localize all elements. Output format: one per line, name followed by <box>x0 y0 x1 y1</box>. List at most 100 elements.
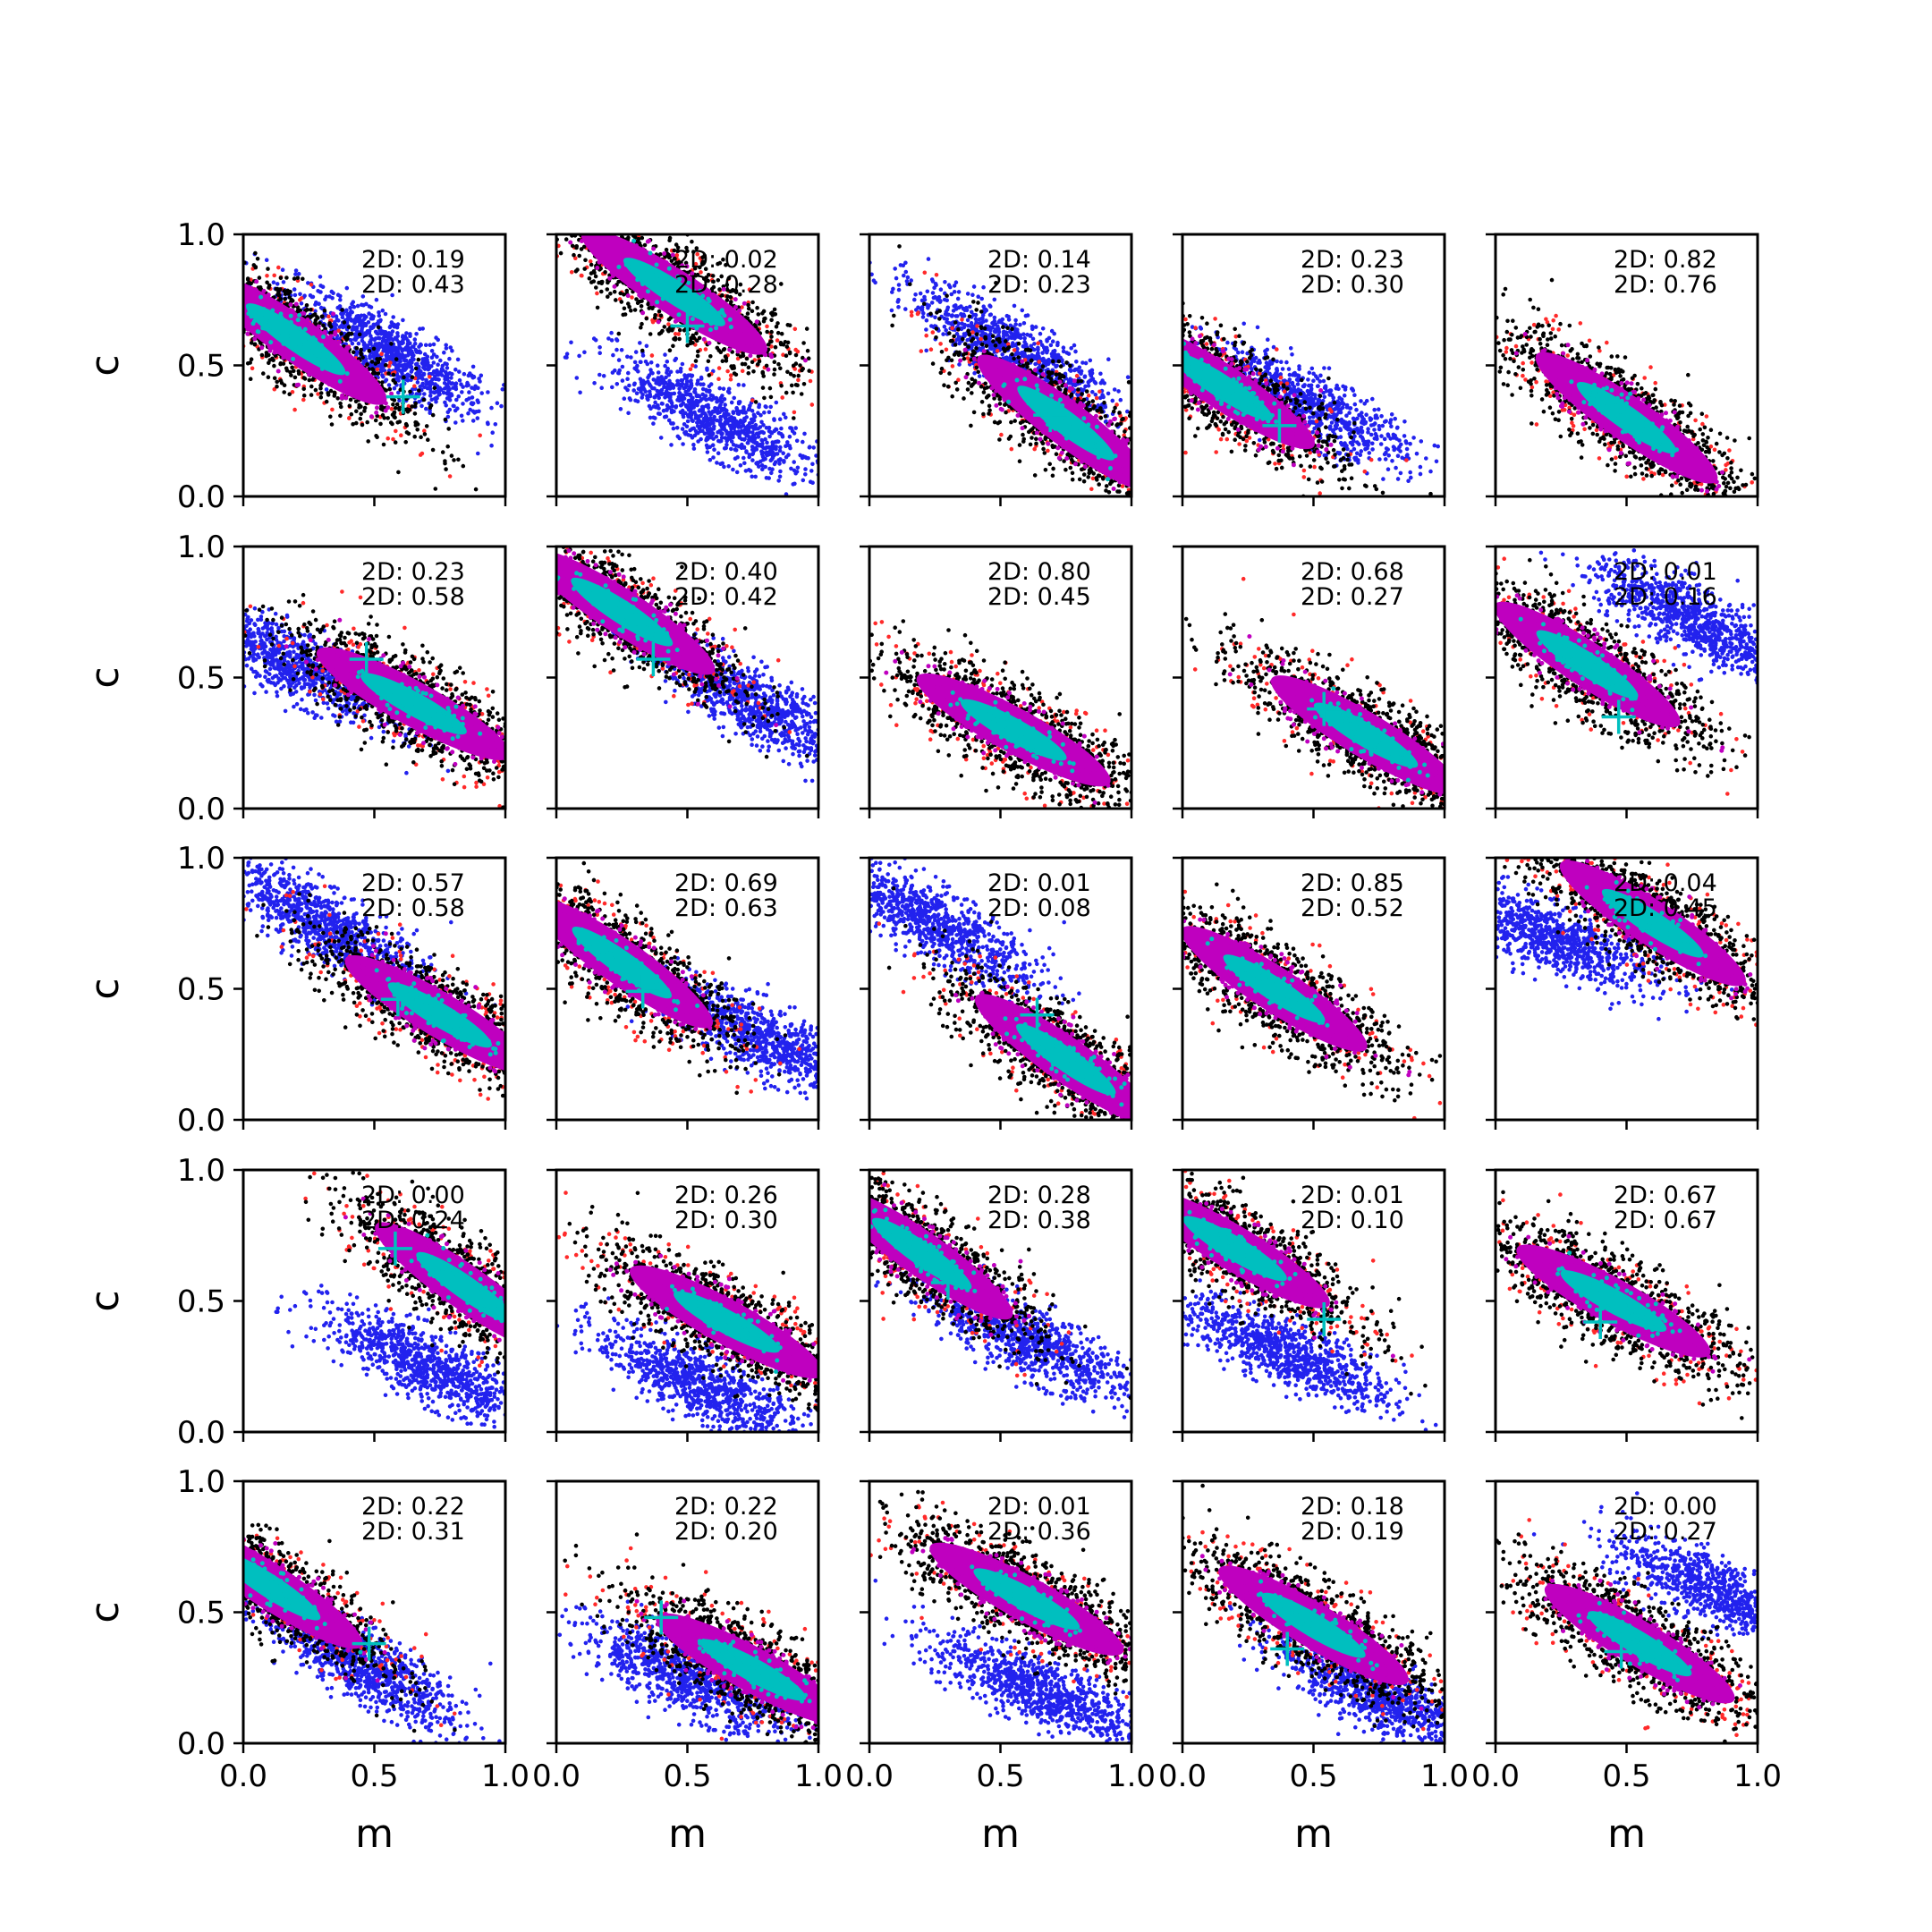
annotation-text: 2D: 0.26 <box>674 1182 778 1209</box>
x-tick-label: 0.5 <box>1289 1758 1337 1794</box>
x-axis-label: m <box>355 1811 394 1857</box>
y-tick-label: 0.5 <box>177 972 225 1008</box>
annotation-text: 2D: 0.67 <box>1614 1182 1717 1209</box>
plot-area <box>1495 278 1757 499</box>
y-tick-label: 0.0 <box>177 792 225 827</box>
annotation-text: 2D: 0.76 <box>1614 271 1717 299</box>
annotation-text: 2D: 0.04 <box>1614 869 1717 897</box>
y-axis-label: c <box>82 978 128 999</box>
x-tick-label: 0.5 <box>350 1758 398 1794</box>
annotation-text: 2D: 0.22 <box>674 1493 778 1521</box>
annotation-text: 2D: 0.85 <box>1301 869 1404 897</box>
annotation-text: 2D: 0.23 <box>1301 246 1404 274</box>
x-tick-label: 0.0 <box>1471 1758 1520 1794</box>
annotation-text: 2D: 0.57 <box>361 869 465 897</box>
x-tick-label: 0.5 <box>1602 1758 1650 1794</box>
y-axis-label: c <box>82 354 128 376</box>
annotation-text: 2D: 0.24 <box>361 1207 465 1234</box>
annotation-text: 2D: 0.22 <box>361 1493 465 1521</box>
annotation-text: 2D: 0.67 <box>1614 1207 1717 1234</box>
annotation-text: 2D: 0.01 <box>987 1493 1091 1521</box>
y-axis-label: c <box>82 1601 128 1623</box>
x-axis-label: m <box>1294 1811 1333 1857</box>
annotation-text: 2D: 0.27 <box>1301 583 1404 611</box>
annotation-text: 2D: 0.58 <box>361 583 465 611</box>
plot-area <box>868 619 1133 809</box>
annotation-text: 2D: 0.10 <box>1301 1207 1404 1234</box>
x-tick-label: 0.5 <box>976 1758 1024 1794</box>
annotation-text: 2D: 0.01 <box>1301 1182 1404 1209</box>
annotation-text: 2D: 0.45 <box>1614 894 1717 922</box>
annotation-text: 2D: 0.68 <box>1301 558 1404 586</box>
annotation-text: 2D: 0.80 <box>987 558 1091 586</box>
annotation-text: 2D: 0.28 <box>674 271 778 299</box>
x-tick-label: 0.0 <box>1158 1758 1207 1794</box>
annotation-text: 2D: 0.16 <box>1614 583 1717 611</box>
y-tick-label: 0.0 <box>177 1726 225 1762</box>
annotation-text: 2D: 0.30 <box>674 1207 778 1234</box>
annotation-text: 2D: 0.08 <box>987 894 1091 922</box>
annotation-text: 2D: 0.23 <box>361 558 465 586</box>
x-tick-label: 1.0 <box>1733 1758 1782 1794</box>
annotation-text: 2D: 0.19 <box>1301 1518 1404 1546</box>
annotation-text: 2D: 0.00 <box>361 1182 465 1209</box>
y-tick-label: 0.5 <box>177 1596 225 1631</box>
y-tick-label: 1.0 <box>177 841 225 877</box>
y-tick-label: 0.0 <box>177 1415 225 1451</box>
annotation-text: 2D: 0.01 <box>987 869 1091 897</box>
y-tick-label: 1.0 <box>177 1464 225 1500</box>
annotation-text: 2D: 0.43 <box>361 271 465 299</box>
annotation-text: 2D: 0.14 <box>987 246 1091 274</box>
x-tick-label: 0.5 <box>663 1758 711 1794</box>
x-axis-label: m <box>981 1811 1020 1857</box>
annotation-text: 2D: 0.38 <box>987 1207 1091 1234</box>
annotation-text: 2D: 0.02 <box>674 246 778 274</box>
x-axis-label: m <box>668 1811 707 1857</box>
annotation-text: 2D: 0.42 <box>674 583 778 611</box>
annotation-text: 2D: 0.52 <box>1301 894 1404 922</box>
annotation-text: 2D: 0.82 <box>1614 246 1717 274</box>
x-tick-label: 1.0 <box>794 1758 843 1794</box>
x-tick-label: 0.0 <box>219 1758 267 1794</box>
annotation-text: 2D: 0.28 <box>987 1182 1091 1209</box>
x-tick-label: 0.0 <box>532 1758 580 1794</box>
y-tick-label: 0.5 <box>177 349 225 385</box>
annotation-text: 2D: 0.19 <box>361 246 465 274</box>
x-tick-label: 1.0 <box>481 1758 530 1794</box>
plot-area <box>557 1532 860 1745</box>
annotation-text: 2D: 0.36 <box>987 1518 1091 1546</box>
y-tick-label: 1.0 <box>177 530 225 565</box>
plot-area <box>1184 577 1472 811</box>
y-tick-label: 0.5 <box>177 661 225 697</box>
y-tick-label: 0.0 <box>177 479 225 515</box>
annotation-text: 2D: 0.63 <box>674 894 778 922</box>
annotation-text: 2D: 0.01 <box>1614 558 1717 586</box>
y-tick-label: 0.0 <box>177 1103 225 1139</box>
annotation-text: 2D: 0.18 <box>1301 1493 1404 1521</box>
plot-area <box>242 589 521 809</box>
annotation-text: 2D: 0.40 <box>674 558 778 586</box>
y-axis-label: c <box>82 666 128 688</box>
y-axis-label: c <box>82 1290 128 1311</box>
annotation-text: 2D: 0.45 <box>987 583 1091 611</box>
x-axis-label: m <box>1607 1811 1646 1857</box>
